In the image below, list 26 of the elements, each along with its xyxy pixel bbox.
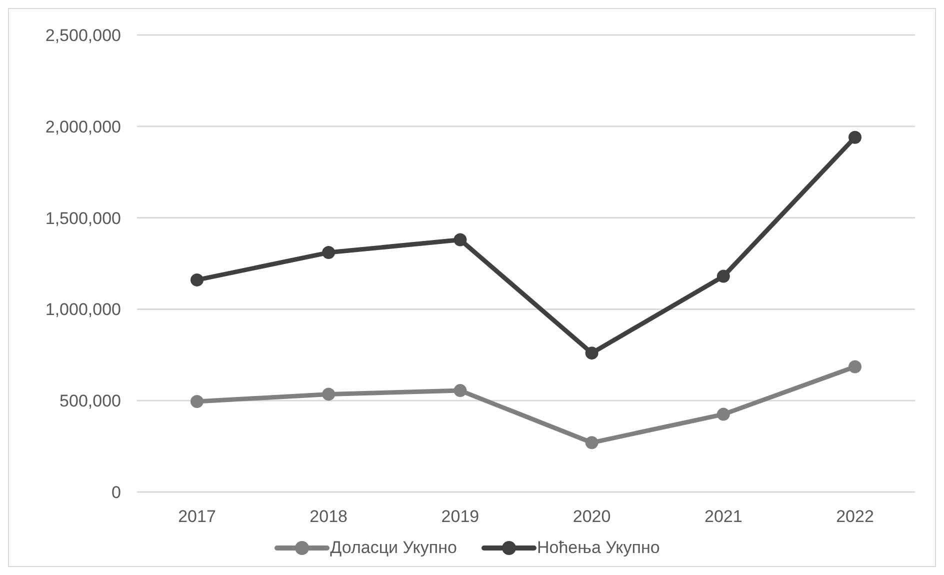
y-tick-label: 1,000,000 — [45, 300, 121, 320]
legend-label: Доласци Укупно — [329, 538, 457, 558]
point — [454, 384, 467, 398]
x-tick-label: 2020 — [572, 507, 611, 526]
point — [190, 395, 204, 408]
point — [848, 360, 862, 374]
point — [190, 273, 204, 286]
y-tick-label: 500,000 — [60, 392, 121, 411]
y-tick-label: 0 — [112, 483, 121, 502]
x-tick-label: 2021 — [704, 507, 742, 526]
x-tick-label: 2022 — [836, 507, 874, 526]
point — [585, 346, 598, 360]
x-tick-label: 2018 — [310, 507, 348, 526]
point — [848, 130, 862, 144]
y-tick-label: 2,000,000 — [45, 117, 121, 136]
point — [322, 388, 336, 401]
point — [716, 408, 730, 421]
legend-label: Ноћења Укупно — [536, 538, 660, 558]
point — [585, 436, 598, 450]
point — [454, 233, 467, 246]
y-tick-label: 2,500,000 — [45, 26, 121, 46]
y-tick-label: 1,500,000 — [45, 208, 121, 228]
point — [322, 246, 336, 260]
x-tick-label: 2019 — [441, 507, 480, 526]
x-tick-label: 2017 — [178, 507, 216, 526]
point — [716, 270, 730, 283]
